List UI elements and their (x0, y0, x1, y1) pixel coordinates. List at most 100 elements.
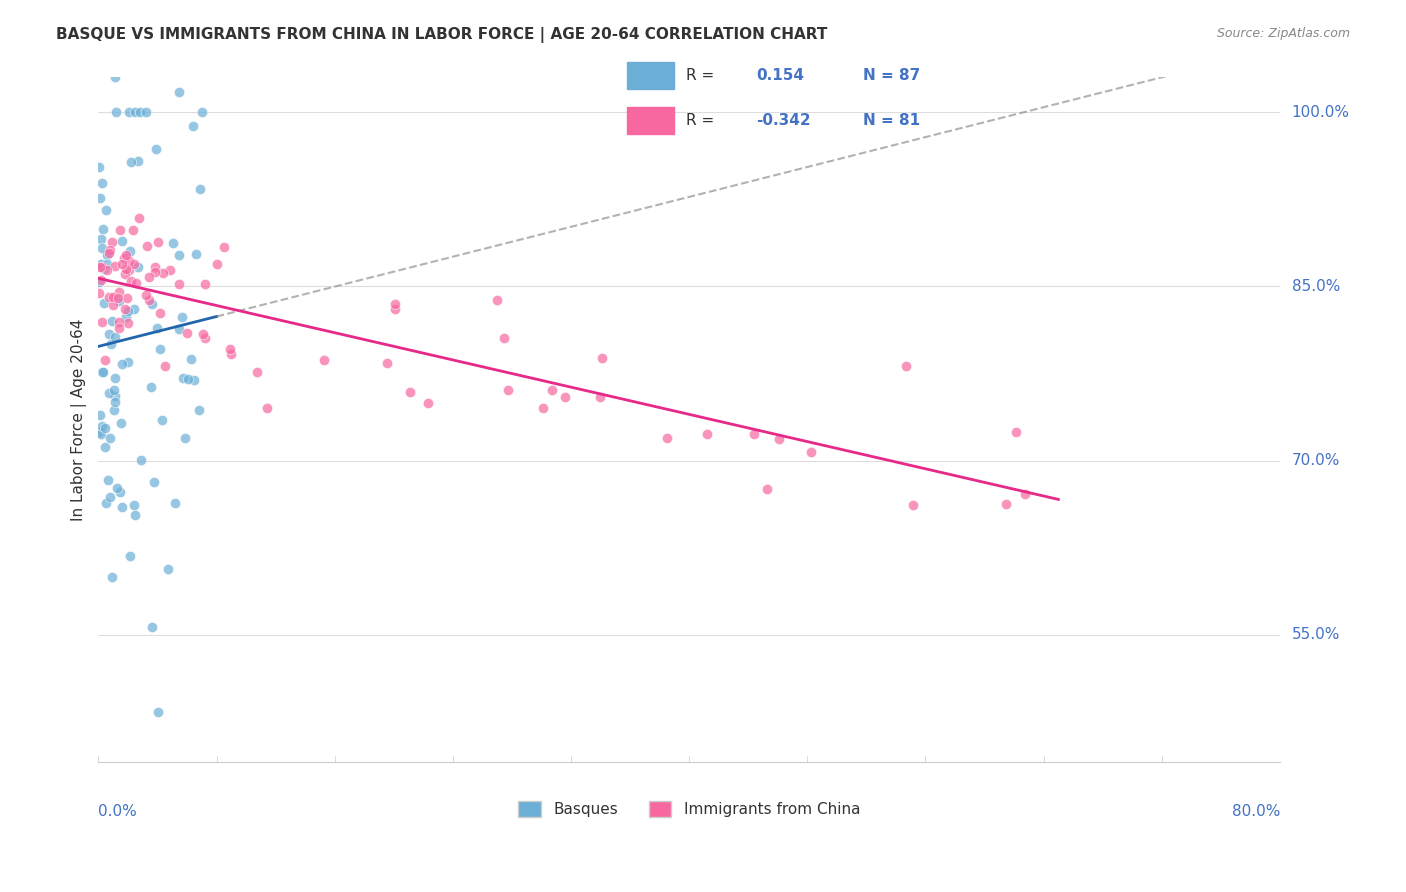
Point (146, 321, 169, 335)
Point (110, 417, 132, 431)
Point (901, 499, 924, 513)
Point (94, 440, 117, 454)
Point (94, 420, 117, 434)
Point (115, 291, 138, 305)
Point (219, 347, 242, 361)
Point (194, 331, 217, 345)
Point (114, 248, 136, 262)
Point (176, 326, 198, 340)
Point (108, 485, 131, 500)
Point (167, 248, 190, 262)
Point (159, 263, 181, 277)
Point (554, 390, 576, 404)
Point (118, 549, 141, 563)
Point (138, 293, 160, 307)
Point (190, 182, 212, 196)
Point (143, 260, 166, 274)
Point (172, 371, 194, 385)
Point (540, 384, 562, 398)
Point (122, 499, 145, 513)
Point (104, 389, 127, 403)
Point (799, 445, 821, 459)
Point (755, 482, 778, 496)
Point (103, 383, 125, 397)
Point (90, 241, 112, 255)
Point (108, 285, 131, 300)
Point (97, 386, 120, 401)
Point (117, 354, 139, 368)
Point (149, 306, 172, 320)
Text: R =: R = (686, 113, 714, 128)
Point (98, 327, 121, 342)
Point (696, 427, 718, 442)
Point (114, 268, 136, 282)
Point (98, 290, 121, 304)
Point (157, 562, 180, 576)
Point (256, 401, 278, 415)
Point (96, 262, 118, 277)
Point (155, 359, 177, 374)
Point (193, 326, 215, 341)
Text: Source: ZipAtlas.com: Source: ZipAtlas.com (1216, 27, 1350, 40)
Point (122, 257, 145, 271)
Point (105, 105, 128, 120)
Point (143, 264, 166, 278)
Point (492, 331, 515, 345)
Point (100, 570, 122, 584)
Text: N = 81: N = 81 (863, 113, 920, 128)
Point (118, 244, 141, 258)
Point (177, 372, 200, 386)
Point (418, 396, 440, 410)
Point (218, 343, 240, 357)
Point (149, 342, 172, 356)
Point (104, 70, 127, 85)
Point (896, 359, 918, 373)
Point (173, 431, 195, 445)
Point (485, 293, 508, 307)
Point (205, 257, 228, 271)
Point (89, 286, 111, 301)
Bar (627, 62, 673, 89)
Point (125, 276, 148, 290)
Point (589, 390, 612, 404)
Bar (627, 107, 673, 134)
Point (141, 297, 163, 311)
Point (184, 246, 207, 260)
Point (152, 267, 174, 281)
Point (104, 395, 127, 409)
Point (128, 211, 150, 225)
Point (101, 235, 124, 250)
Point (91, 365, 114, 379)
Point (90, 418, 112, 433)
Point (105, 482, 128, 496)
Text: 80.0%: 80.0% (1232, 804, 1279, 819)
Point (657, 431, 679, 445)
Point (91, 176, 114, 190)
Point (89, 191, 111, 205)
Point (112, 251, 135, 265)
Point (93, 262, 115, 277)
Point (181, 120, 204, 134)
Point (103, 297, 125, 311)
Point (163, 496, 186, 510)
Point (111, 234, 134, 248)
Point (107, 291, 129, 305)
Point (87, 425, 110, 439)
Point (89, 275, 111, 289)
Text: 70.0%: 70.0% (1292, 453, 1340, 468)
Point (98, 431, 121, 445)
Point (384, 301, 406, 316)
Point (194, 277, 217, 291)
Point (139, 379, 162, 393)
Point (90, 273, 112, 287)
Point (101, 290, 124, 304)
Point (121, 223, 143, 237)
Point (111, 257, 134, 271)
Legend: Basques, Immigrants from China: Basques, Immigrants from China (512, 795, 866, 823)
Point (89, 161, 111, 175)
Point (145, 142, 167, 156)
Y-axis label: In Labor Force | Age 20-64: In Labor Force | Age 20-64 (72, 318, 87, 521)
Point (97, 474, 120, 488)
Point (96, 496, 118, 510)
Point (91, 365, 114, 379)
